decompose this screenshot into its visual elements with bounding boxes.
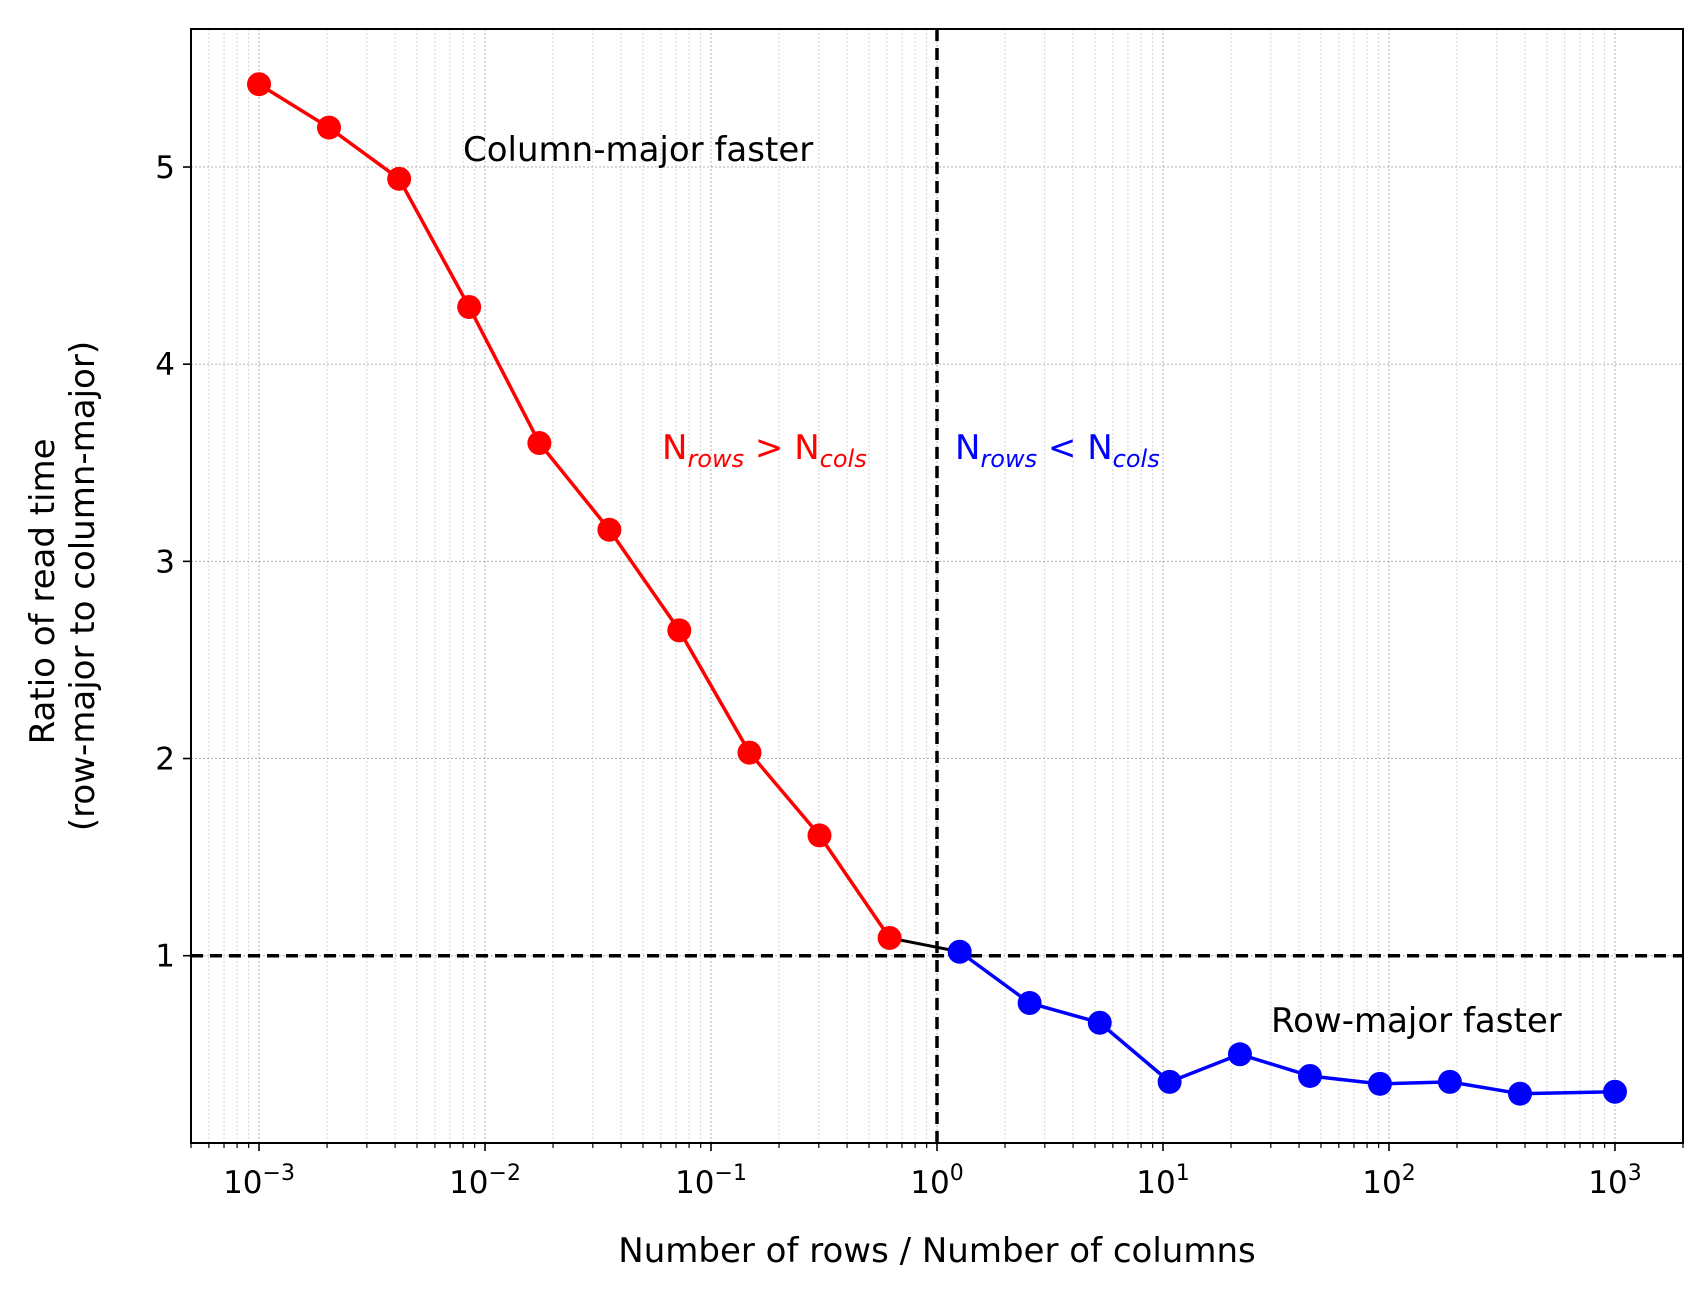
blue-label-sub1: rows — [980, 445, 1037, 473]
series-1-point — [457, 295, 482, 320]
annotation-nrows-gt-ncols: Nrows > Ncols — [662, 428, 867, 473]
series-1-point — [527, 431, 552, 456]
y-tick-label: 3 — [155, 544, 175, 580]
x-tick-label: 10−3 — [223, 1161, 295, 1201]
series-2-point — [1602, 1079, 1627, 1104]
y-tick-label: 1 — [155, 939, 175, 975]
series-2-point — [1367, 1071, 1392, 1096]
red-label-n2: N — [794, 428, 819, 468]
red-label-n1: N — [662, 428, 687, 468]
annotation-row-major-faster: Row-major faster — [1271, 1001, 1562, 1041]
annotation-column-major-faster: Column-major faster — [463, 130, 813, 170]
red-label-sub2: cols — [820, 445, 867, 473]
x-tick-label: 103 — [1588, 1161, 1641, 1201]
reference-lines — [191, 29, 1683, 1143]
series-2-point — [1157, 1069, 1182, 1094]
blue-label-n2: N — [1087, 428, 1112, 468]
annotation-nrows-lt-ncols: Nrows < Ncols — [955, 428, 1160, 473]
series-2-point — [947, 939, 972, 964]
x-tick-label: 101 — [1136, 1161, 1189, 1201]
y-axis-label-line-2: (row-major to column-major) — [63, 341, 103, 831]
red-label-op: > — [744, 428, 794, 468]
series-2-point — [1508, 1081, 1533, 1106]
blue-label-n1: N — [955, 428, 980, 468]
y-tick-label: 4 — [155, 347, 175, 383]
series-layer — [247, 72, 1627, 1106]
series-1-point — [597, 517, 622, 542]
series-line-2 — [958, 950, 1616, 1096]
y-tick-label: 5 — [155, 150, 175, 186]
series-1-point — [317, 115, 342, 140]
axis-ticks: 1 2 3 4 5 10−3 10−2 10−1 100 101 102 103 — [155, 150, 1684, 1201]
blue-label-sub2: cols — [1113, 445, 1160, 473]
series-2-point — [1297, 1063, 1322, 1088]
series-line-1 — [258, 82, 892, 939]
series-1-point — [737, 740, 762, 765]
blue-label-op: < — [1037, 428, 1087, 468]
series-2-point — [1437, 1069, 1462, 1094]
y-axis-label: Ratio of read time (row-major to column-… — [23, 341, 103, 831]
x-tick-label: 10−2 — [449, 1161, 521, 1201]
series-1-point — [877, 925, 902, 950]
series-1-point — [807, 823, 832, 848]
series-1-point — [387, 166, 412, 191]
series-2-point — [1227, 1042, 1252, 1067]
series-2-point — [1017, 991, 1042, 1016]
x-tick-label: 10−1 — [675, 1161, 747, 1201]
y-tick-label: 2 — [155, 742, 175, 778]
series-1-point — [667, 618, 692, 643]
y-axis-label-line-1: Ratio of read time — [23, 438, 63, 744]
series-2-point — [1087, 1010, 1112, 1035]
x-axis-label: Number of rows / Number of columns — [618, 1231, 1255, 1271]
x-tick-label: 102 — [1362, 1161, 1415, 1201]
x-tick-label: 100 — [910, 1161, 963, 1201]
red-label-sub1: rows — [687, 445, 744, 473]
series-1-point — [247, 72, 272, 97]
